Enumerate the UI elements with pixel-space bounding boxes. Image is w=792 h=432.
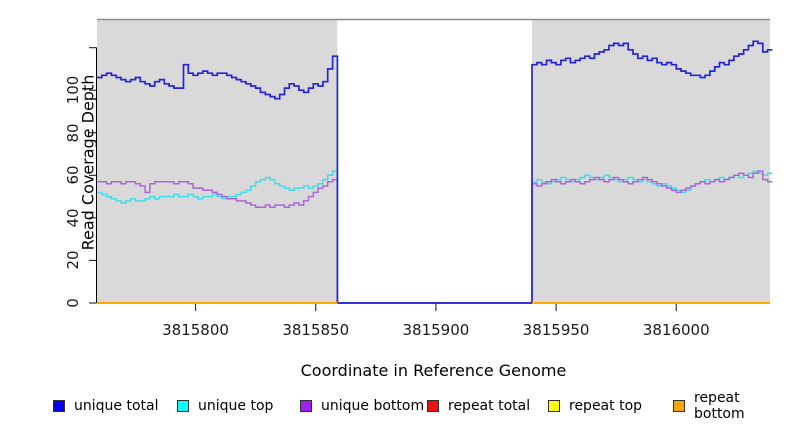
legend-item-unique-total: unique total: [53, 398, 158, 414]
panel-left: [97, 20, 338, 303]
y-tick-label: 40: [64, 208, 82, 228]
y-tick-label: 60: [64, 165, 82, 185]
panel-right: [532, 20, 770, 303]
legend-item-unique-bottom: unique bottom: [300, 398, 424, 414]
legend-swatch-icon: [177, 400, 189, 412]
x-tick-label: 3815800: [162, 321, 229, 339]
x-tick-label: 3816000: [642, 321, 710, 339]
x-tick-label: 3815850: [282, 321, 350, 339]
legend-swatch-icon: [53, 400, 65, 412]
x-tick-label: 3815950: [522, 321, 590, 339]
legend-label: unique top: [198, 398, 274, 414]
legend-label: repeat top: [569, 398, 643, 414]
legend-item-unique-top: unique top: [177, 398, 273, 414]
y-tick-label: 20: [64, 250, 82, 270]
legend-label: repeat bottom: [694, 390, 745, 422]
legend-swatch-icon: [673, 400, 685, 412]
x-tick-label: 3815900: [402, 321, 470, 339]
legend-label: unique bottom: [321, 398, 425, 414]
legend-swatch-icon: [548, 400, 560, 412]
series-line-unique-bottom: [97, 170, 773, 304]
y-tick-label: 0: [64, 298, 82, 308]
chart-legend: unique total unique top unique bottom repea…: [0, 390, 792, 422]
x-axis-title: Coordinate in Reference Genome: [300, 361, 567, 380]
legend-label: unique total: [74, 398, 159, 414]
legend-item-repeat-top: repeat top: [548, 398, 642, 414]
legend-item-repeat-bottom: repeat bottom: [673, 390, 792, 422]
legend-swatch-icon: [300, 400, 312, 412]
legend-label: repeat total: [448, 398, 531, 414]
legend-item-repeat-total: repeat total: [427, 398, 530, 414]
y-tick-label: 100: [64, 75, 82, 105]
y-tick-label: 80: [64, 123, 82, 143]
legend-swatch-icon: [427, 400, 439, 412]
